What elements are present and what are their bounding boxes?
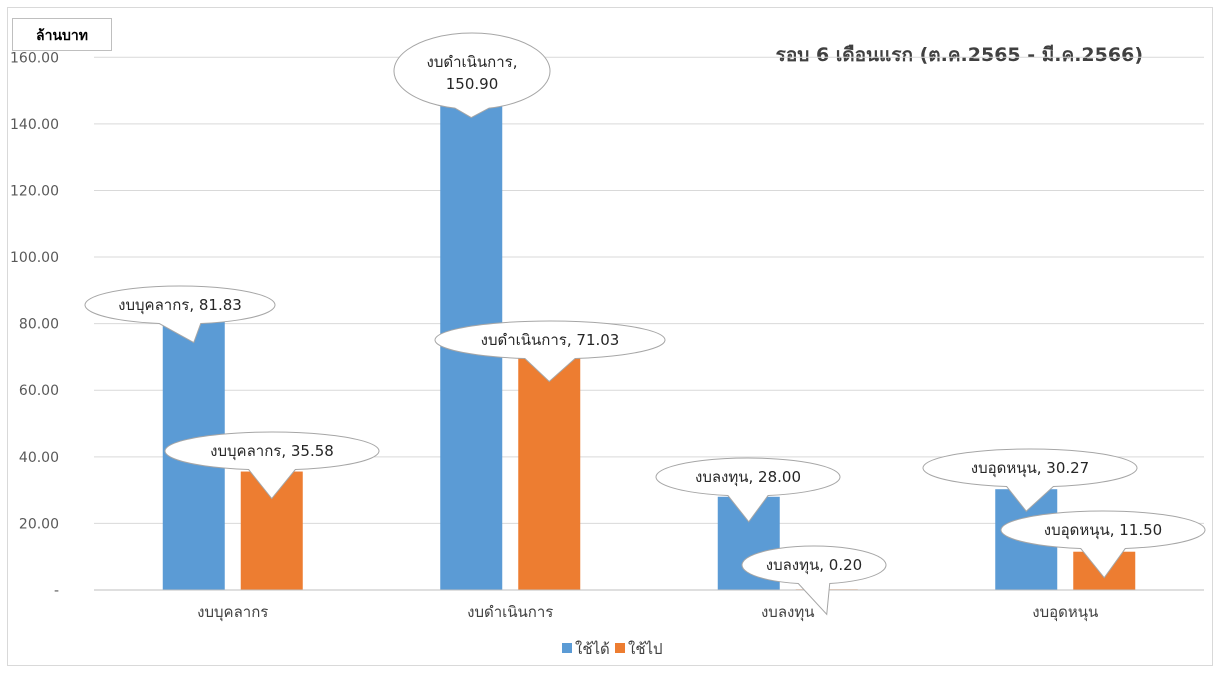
y-axis-tick-labels: - 20.00 40.00 60.00 80.00 100.00 120.00 140.00 1… bbox=[10, 50, 59, 599]
data-label-callout bbox=[164, 431, 380, 500]
x-category-label: งบอุดหนุน bbox=[1032, 603, 1098, 622]
legend-swatch bbox=[615, 643, 625, 653]
data-label-callout bbox=[434, 320, 666, 383]
y-tick-label: 140.00 bbox=[10, 117, 59, 133]
y-tick-label: - bbox=[54, 583, 59, 599]
legend: ใช้ได้ ใช้ไป bbox=[562, 640, 663, 658]
data-label: งบอุดหนุน, 30.27 bbox=[971, 459, 1089, 478]
data-label: งบดำเนินการ, 71.03 bbox=[481, 331, 620, 349]
x-category-label: งบบุคลากร bbox=[197, 603, 268, 622]
y-tick-label: 160.00 bbox=[10, 50, 59, 66]
x-category-label: งบลงทุน bbox=[761, 603, 815, 622]
data-label: งบบุคลากร, 35.58 bbox=[210, 442, 334, 461]
legend-entry: ใช้ได้ bbox=[575, 640, 610, 658]
unit-label: ล้านบาท bbox=[36, 28, 88, 44]
x-category-label: งบดำเนินการ bbox=[467, 603, 553, 621]
data-label-callout bbox=[1000, 510, 1206, 579]
y-tick-label: 60.00 bbox=[19, 383, 59, 399]
data-label-category: งบดำเนินการ, bbox=[427, 53, 518, 71]
data-label-callout bbox=[393, 32, 551, 119]
data-label: งบลงทุน, 28.00 bbox=[695, 468, 801, 487]
data-label-callout bbox=[84, 285, 276, 344]
x-axis-category-labels: งบบุคลากร งบดำเนินการ งบลงทุน งบอุดหนุน bbox=[197, 603, 1098, 622]
data-label-value: 150.90 bbox=[446, 75, 499, 93]
y-tick-label: 80.00 bbox=[19, 317, 59, 333]
data-label-callout bbox=[922, 448, 1138, 512]
y-tick-label: 100.00 bbox=[10, 250, 59, 266]
legend-swatch bbox=[562, 643, 572, 653]
legend-entry: ใช้ไป bbox=[628, 640, 663, 658]
data-label: งบดำเนินการ, 150.90 bbox=[427, 53, 518, 93]
data-label-callout bbox=[741, 545, 887, 616]
chart-title: รอบ 6 เดือนแรก (ต.ค.2565 - มี.ค.2566) bbox=[776, 44, 1143, 66]
y-tick-label: 20.00 bbox=[19, 516, 59, 532]
data-label: งบลงทุน, 0.20 bbox=[766, 556, 862, 575]
y-tick-label: 40.00 bbox=[19, 450, 59, 466]
unit-label-box bbox=[12, 18, 112, 51]
data-label-callout bbox=[655, 457, 841, 523]
bar-spent bbox=[518, 353, 581, 590]
y-tick-label: 120.00 bbox=[10, 183, 59, 199]
data-label-callouts: งบบุคลากร, 81.83 งบดำเนินการ, 150.90 งบลงทุ… bbox=[84, 32, 1206, 616]
data-label: งบบุคลากร, 81.83 bbox=[118, 296, 242, 315]
data-label: งบอุดหนุน, 11.50 bbox=[1044, 521, 1162, 540]
